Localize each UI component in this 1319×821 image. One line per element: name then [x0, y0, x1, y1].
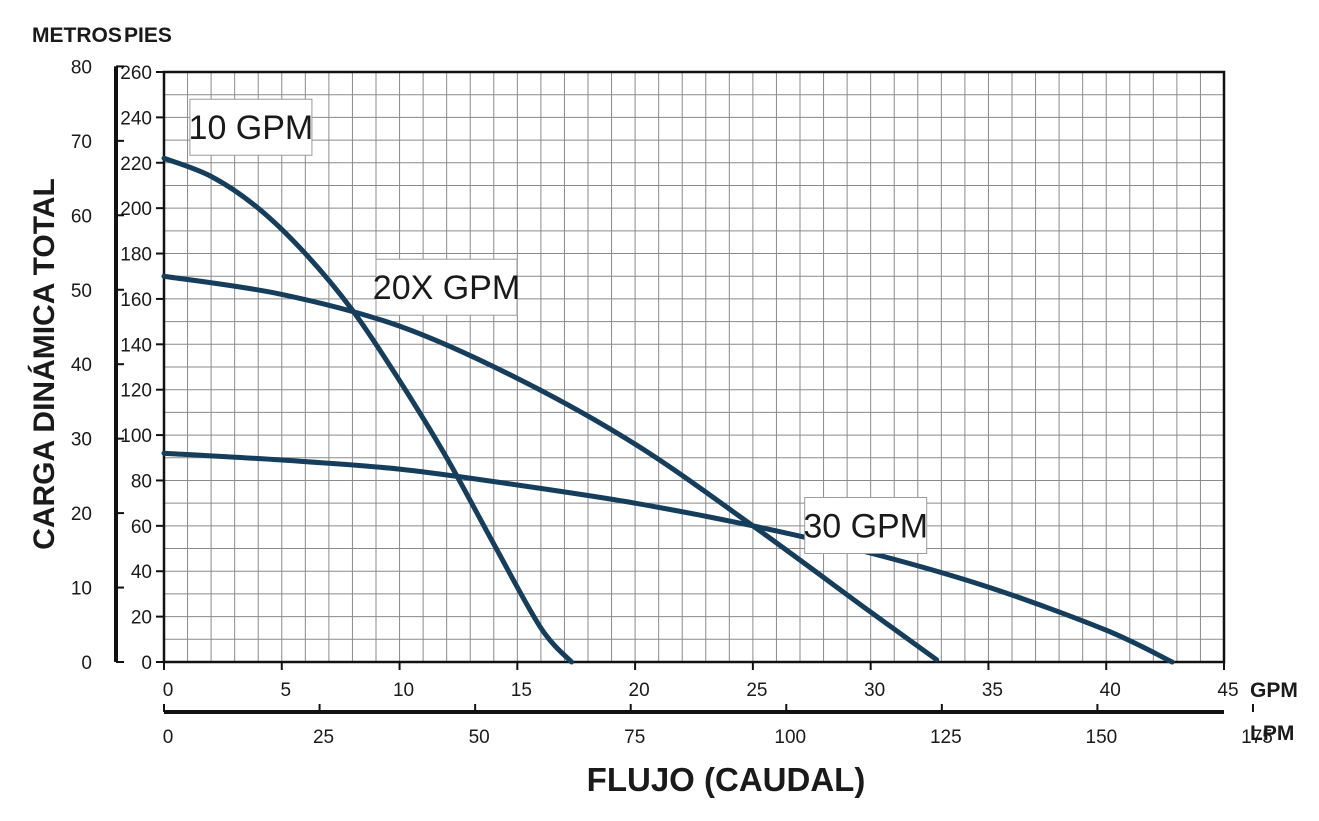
- y-tick-label-meters: 40: [71, 355, 92, 376]
- grid: [164, 72, 1224, 662]
- y-tick-label-feet: 180: [120, 245, 152, 266]
- x-tick-label-gpm: 45: [1217, 680, 1238, 701]
- series-label-box: [375, 258, 518, 316]
- x-unit-gpm-label: GPM: [1250, 679, 1298, 702]
- x-tick-label-gpm: 20: [629, 680, 650, 701]
- y-tick-label-meters: 0: [81, 653, 92, 674]
- x-tick-label-gpm: 40: [1100, 680, 1121, 701]
- y-axes: 0 20 40 60 80 100 120 140 160 180 200 220 240 260 0 10 2…: [71, 57, 164, 674]
- x-axes: 0 5 10 15 20 25 30 35 40 45 0 25 50 75 100 125 150 175: [163, 662, 1273, 748]
- x-tick-label-gpm: 35: [982, 680, 1003, 701]
- y-tick-label-meters: 70: [71, 132, 92, 153]
- y-tick-label-meters: 20: [71, 504, 92, 525]
- y-tick-label-feet: 100: [120, 426, 152, 447]
- y-tick-label-meters: 50: [71, 281, 92, 302]
- x-tick-label-lpm: 175: [1241, 727, 1273, 748]
- y-tick-label-feet: 240: [120, 108, 152, 129]
- y-tick-label-feet: 60: [131, 517, 152, 538]
- x-tick-label-gpm: 0: [163, 680, 174, 701]
- y-tick-label-feet: 200: [120, 199, 152, 220]
- x-unit-lpm-label: LPM: [1250, 722, 1294, 745]
- series-label-text: 20X GPM: [373, 269, 520, 307]
- series-label-text: 30 GPM: [803, 507, 928, 545]
- x-tick-label-gpm: 30: [864, 680, 885, 701]
- y-tick-label-feet: 120: [120, 381, 152, 402]
- y-tick-label-feet: 140: [120, 335, 152, 356]
- y-axis-title: CARGA DINÁMICA TOTAL: [27, 178, 61, 550]
- x-axis-title: FLUJO (CAUDAL): [587, 761, 866, 798]
- y-tick-label-meters: 30: [71, 430, 92, 451]
- y-tick-label-feet: 40: [131, 562, 152, 583]
- y-tick-label-feet: 160: [120, 290, 152, 311]
- y-tick-label-meters: 60: [71, 206, 92, 227]
- series-labels: 10 GPM 20X GPM 30 GPM: [189, 98, 928, 554]
- plot-frame: [162, 70, 1226, 664]
- y-unit-meters-label: METROS: [32, 24, 122, 47]
- series-line-10-gpm: [161, 155, 575, 665]
- y-unit-feet-label: PIES: [124, 24, 172, 47]
- y-tick-label-meters: 80: [71, 57, 92, 78]
- y-tick-label-feet: 260: [120, 63, 152, 84]
- x-tick-label-gpm: 10: [393, 680, 414, 701]
- x-tick-label-lpm: 25: [313, 727, 334, 748]
- x-tick-label-lpm: 75: [624, 727, 645, 748]
- series-layer: [161, 155, 1175, 665]
- series-label-box: [189, 98, 313, 156]
- series-label-box: [804, 496, 928, 554]
- x-tick-label-lpm: 50: [469, 727, 490, 748]
- series-line-20x-gpm: [161, 273, 940, 663]
- x-tick-label-lpm: 125: [930, 727, 962, 748]
- x-tick-label-gpm: 5: [280, 680, 291, 701]
- series-label-text: 10 GPM: [189, 109, 314, 147]
- x-tick-label-gpm: 15: [511, 680, 532, 701]
- x-tick-label-gpm: 25: [746, 680, 767, 701]
- y-tick-label-feet: 20: [131, 608, 152, 629]
- y-tick-label-feet: 0: [141, 653, 152, 674]
- series-line-30-gpm: [161, 450, 1175, 665]
- y-tick-label-feet: 80: [131, 471, 152, 492]
- x-tick-label-lpm: 100: [774, 727, 806, 748]
- y-tick-label-meters: 10: [71, 579, 92, 600]
- y-tick-label-feet: 220: [120, 154, 152, 175]
- x-tick-label-lpm: 150: [1086, 727, 1118, 748]
- x-tick-label-lpm: 0: [163, 727, 174, 748]
